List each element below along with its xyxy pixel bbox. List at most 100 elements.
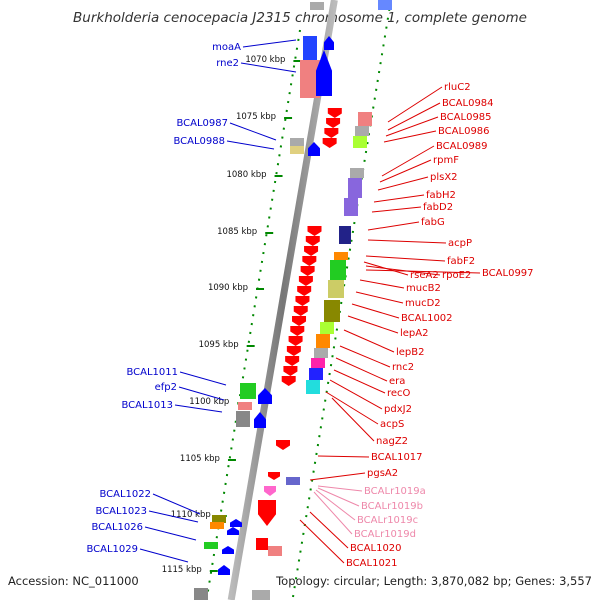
kbp-tick-label: 1085 kbp [217,227,257,237]
reverse-gene-arrow [298,276,313,286]
cog-block [339,226,351,244]
cog-block [290,138,304,146]
leader-line [317,485,363,492]
reverse-gene-arrow [285,356,300,366]
map-title: Burkholderia cenocepacia J2315 chromosom… [73,10,527,26]
cog-block [358,112,372,126]
forward-gene-label: BCAL0988 [173,136,225,147]
reverse-gene-arrow [304,246,319,256]
cog-block [306,380,320,394]
cog-block [310,2,324,10]
leader-line [325,391,379,425]
kbp-tick-label: 1110 kbp [171,510,211,520]
kbp-tick-label: 1090 kbp [208,283,248,293]
leader-line [331,397,375,442]
forward-gene-arrow [308,142,320,156]
reverse-gene-arrow [327,108,342,118]
kbp-tick-label: 1080 kbp [226,170,266,180]
leader-line [343,329,395,353]
reverse-gene-label: mucB2 [406,283,441,294]
forward-gene-arrow [222,546,234,554]
reverse-gene-label: recO [387,388,411,399]
forward-gene-arrow [254,412,266,428]
leader-line [299,519,345,564]
kbp-tick-label: 1105 kbp [180,454,220,464]
forward-gene-arrow [324,36,334,50]
leader-line [309,511,349,549]
leader-line [339,345,391,368]
reverse-gene-label: rnc2 [392,362,414,373]
reverse-gene-label: rluC2 [444,82,471,93]
forward-gene-arrow [258,388,272,404]
leader-line [377,176,429,191]
forward-gene-arrow [230,519,242,527]
leader-line [355,291,404,304]
cog-block [290,146,304,154]
reverse-gene-arrow [326,118,341,128]
reverse-gene-label: rpmF [433,155,459,166]
leader-line [359,279,405,289]
reverse-gene-label: fabD2 [423,202,453,213]
reverse-gene-label: BCAL0986 [438,126,490,137]
reverse-gene-label: BCAL1002 [401,313,453,324]
leader-line [317,455,370,458]
leader-line [387,102,441,131]
cog-block [314,348,328,358]
forward-gene-label: BCAL1026 [91,522,143,533]
reverse-gene-arrow [292,316,307,326]
leader-line [365,269,481,274]
rna-gene-label: BCALr1019c [357,515,418,526]
leader-line [347,315,399,334]
cog-block [350,168,364,178]
leader-line [373,194,425,203]
outer-guide-left [205,29,301,600]
leader-line [315,489,356,521]
reverse-gene-arrow [324,128,339,138]
leader-line [178,386,225,401]
reverse-gene-label: BCAL1021 [346,558,398,569]
leader-line [139,548,189,563]
forward-gene-label: BCAL1013 [121,400,173,411]
leader-line [329,379,383,410]
leader-line [317,487,360,507]
cog-block [316,334,330,348]
leader-line [229,122,277,141]
cog-block [252,590,270,600]
reverse-gene-label: fabH2 [426,190,456,201]
cog-block [212,515,226,523]
leader-line [367,221,420,231]
cog-block [311,358,325,368]
cog-block [236,411,250,427]
leader-line [333,369,386,394]
reverse-gene-label: lepA2 [400,328,428,339]
reverse-gene-arrow [258,500,276,526]
reverse-gene-label: BCAL0989 [436,141,488,152]
cog-block [268,546,282,556]
cog-block [348,178,362,198]
leader-line [226,140,275,150]
leader-line [371,206,422,213]
reverse-gene-label: BCAL0997 [482,268,534,279]
reverse-gene-label: pdxJ2 [384,404,412,415]
reverse-gene-arrow [268,472,280,480]
leader-line [144,526,197,541]
kbp-tick-label: 1075 kbp [236,112,276,122]
leader-line [379,159,432,183]
reverse-gene-label: plsX2 [430,172,458,183]
rna-gene-label: BCALr1019b [361,501,423,512]
reverse-gene-arrow [322,138,337,148]
leader-line [381,145,435,177]
forward-gene-block [303,36,317,60]
cog-block [320,322,334,334]
reverse-gene-label: rpoE2 [442,270,471,281]
leader-line [367,239,447,244]
kbp-tick-label: 1070 kbp [245,55,285,65]
reverse-gene-arrow [281,376,296,386]
rna-gene-label: BCALr1019a [364,486,426,497]
leader-line [351,303,400,319]
forward-gene-label: BCAL1011 [126,367,178,378]
leader-line [387,86,443,123]
reverse-gene-arrow [295,296,310,306]
